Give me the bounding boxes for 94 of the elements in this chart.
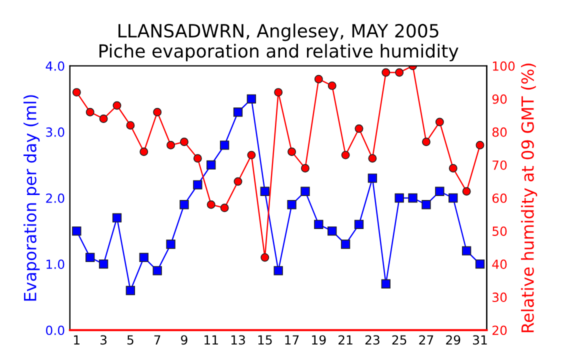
x-tick-label: 21 xyxy=(338,335,352,344)
point xyxy=(354,220,364,230)
point xyxy=(220,204,229,212)
point xyxy=(86,108,94,116)
point xyxy=(395,68,404,77)
point xyxy=(193,180,202,190)
y2-tick-label: 90 xyxy=(492,94,507,104)
y-tick-label: 4.0 xyxy=(46,61,64,71)
point xyxy=(462,187,471,196)
point xyxy=(368,154,377,163)
point xyxy=(381,279,390,288)
point xyxy=(422,200,431,210)
chart-title: LLANSADWRN, Anglesey, MAY 2005 Piche evaporation and relative humidity xyxy=(100,24,458,62)
point xyxy=(260,253,270,262)
point xyxy=(193,154,202,163)
point xyxy=(435,118,444,126)
y-tick-label: 2.0 xyxy=(46,193,64,203)
point xyxy=(180,138,188,146)
point xyxy=(340,240,350,249)
point xyxy=(234,177,242,186)
point xyxy=(139,252,148,262)
point xyxy=(462,246,472,256)
x-tick-label: 13 xyxy=(231,335,245,345)
point xyxy=(166,140,176,150)
y2-tick-label: 40 xyxy=(492,260,507,269)
y2-tick-label: 100 xyxy=(492,61,515,71)
point xyxy=(328,226,337,236)
point xyxy=(98,259,108,269)
x-tick-label: 5 xyxy=(127,335,134,345)
point xyxy=(288,148,296,156)
point xyxy=(435,186,444,196)
y-tick-label: 1.0 xyxy=(46,260,64,269)
y2-tick-label: 50 xyxy=(492,226,507,236)
x-tick-label: 29 xyxy=(446,335,460,345)
y2-tick-label: 60 xyxy=(492,193,507,203)
y2-tick-label: 30 xyxy=(492,292,507,302)
x-tick-label: 1 xyxy=(74,335,80,344)
point xyxy=(328,81,336,90)
point xyxy=(274,88,283,97)
y-axis-title: Evaporation per day (ml) xyxy=(24,95,40,301)
y-tick-label: 0.0 xyxy=(46,326,64,336)
point xyxy=(220,140,230,150)
point xyxy=(99,114,108,123)
x-tick-label: 27 xyxy=(419,335,434,344)
point xyxy=(368,174,378,183)
point xyxy=(72,88,81,97)
x-tick-label: 3 xyxy=(100,335,107,345)
x-tick-label: 31 xyxy=(473,335,487,345)
x-tick-label: 17 xyxy=(285,335,299,344)
point xyxy=(140,148,148,156)
point xyxy=(180,200,189,210)
x-tick-label: 7 xyxy=(154,335,160,344)
y-tick-label: 3.0 xyxy=(46,127,64,137)
x-tick-label: 9 xyxy=(181,335,188,345)
point xyxy=(382,68,390,77)
point xyxy=(394,193,404,203)
point xyxy=(206,200,216,209)
point xyxy=(153,108,162,116)
point xyxy=(274,266,283,276)
x-tick-label: 11 xyxy=(204,335,218,344)
point xyxy=(422,138,430,146)
point xyxy=(72,226,82,236)
x-tick-label: 19 xyxy=(312,335,326,345)
point xyxy=(206,160,216,170)
point xyxy=(166,240,176,249)
point xyxy=(126,286,136,296)
x-tick-label: 15 xyxy=(258,335,272,345)
point xyxy=(476,140,484,150)
y2-axis-title: Relative humidity at 09 GMT (%) xyxy=(521,64,538,332)
point xyxy=(475,259,485,269)
point xyxy=(287,200,296,210)
point xyxy=(341,150,350,160)
point xyxy=(300,164,310,173)
point xyxy=(246,94,256,104)
point xyxy=(354,124,364,133)
point xyxy=(260,186,270,196)
point xyxy=(300,186,310,196)
point xyxy=(112,101,122,110)
y2-tick-label: 20 xyxy=(492,326,507,336)
point xyxy=(233,108,243,117)
point xyxy=(247,150,256,160)
point xyxy=(112,213,122,222)
x-tick-label: 25 xyxy=(392,335,406,345)
point xyxy=(314,74,323,84)
point xyxy=(448,164,458,173)
point xyxy=(408,193,418,203)
point xyxy=(86,252,95,262)
point xyxy=(126,121,135,130)
y2-tick-label: 80 xyxy=(492,127,507,137)
point xyxy=(152,266,162,276)
point xyxy=(448,193,458,203)
point xyxy=(314,220,324,230)
y2-tick-label: 70 xyxy=(492,160,507,170)
x-tick-label: 23 xyxy=(365,335,380,345)
